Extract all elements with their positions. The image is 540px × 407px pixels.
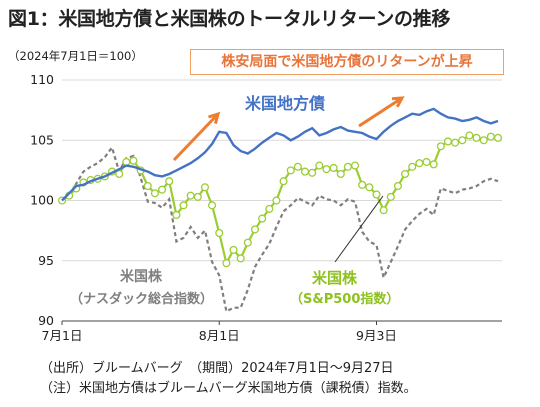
sp500-point [401,169,410,179]
sp500-point [336,169,345,179]
sp500-point [322,165,331,174]
sp500-point [458,136,467,145]
sp500-point [451,138,460,147]
series-municipal-line [61,107,499,202]
sp500-point [422,157,431,166]
series-layer [57,107,503,314]
sp500-point [272,196,281,205]
trend-arrow-1-shaft [172,112,220,162]
sp500-point [408,162,417,171]
trend-arrow-2-head [391,96,405,108]
annotation-sp500-sub: （S&P500指数） [290,291,399,307]
trend-arrow-2 [358,96,405,128]
grid-layer [62,79,502,262]
sp500-point [186,191,195,200]
sp500-point [365,183,374,192]
y-axis-unit-label: （2024年7月1日＝100） [8,49,143,63]
axis-layer: 90 95 100 105 110 7月1日 8月1日 9月3日 [30,72,502,343]
x-tick-label-1: 8月1日 [199,328,240,343]
sp500-point [172,210,181,220]
y-tick-label-95: 95 [38,253,54,268]
callout-box: 株安局面で米国地方債のリターンが上昇 [190,49,504,75]
sp500-point [215,228,224,238]
sp500-point [229,245,238,254]
sp500-point [208,201,217,210]
sp500-point [222,259,231,268]
sp500-point [308,168,317,177]
sp500-point [193,192,202,201]
x-tick-label-2: 9月3日 [356,328,397,343]
source-note: （出所）ブルームバーグ （期間）2024年7月1日～9月27日 [40,361,394,376]
sp500-point [243,238,252,247]
sp500-point [443,137,453,146]
sp500-point [465,131,474,140]
sp500-point [479,136,488,145]
sp500-point [150,189,159,198]
sp500-point [279,177,288,186]
sp500-point [129,156,138,165]
sp500-point [265,204,274,213]
sp500-point [358,180,367,189]
series-nasdaq-line [61,145,499,314]
sp500-point [179,201,188,210]
sp500-point [415,159,424,168]
annotation-pointer-line [334,195,384,263]
y-tick-label-110: 110 [30,72,54,87]
trend-arrow-2-shaft [358,96,403,128]
chart-title: 図1：米国地方債と米国株のトータルリターンの推移 [8,8,451,30]
sp500-point [286,166,295,175]
sp500-point [379,206,388,215]
sp500-point [386,192,395,201]
sp500-point [343,162,352,171]
y-tick-label-105: 105 [30,132,54,147]
sp500-point [329,163,338,173]
trend-arrow-1-head [208,111,221,125]
sp500-point [429,160,438,169]
sp500-point [350,161,360,170]
annotation-nasdaq-sub: （ナスダック総合指数） [70,291,213,307]
annotation-municipal: 米国地方債 [245,94,325,113]
sp500-point [250,225,260,234]
y-tick-label-90: 90 [38,313,54,328]
sp500-point [158,185,167,194]
footnote: （注）米国地方債はブルームバーグ米国地方債（課税債）指数。 [40,381,417,396]
trend-arrows [172,96,405,162]
sp500-point [293,162,302,171]
y-tick-label-100: 100 [30,193,54,208]
sp500-point [300,167,310,176]
sp500-point [393,181,402,191]
sp500-point [486,132,495,141]
sp500-point [236,254,245,263]
trend-arrow-1 [172,111,221,162]
annotation-nasdaq: 米国株 [120,268,163,285]
annotation-sp500: 米国株 [312,269,358,287]
sp500-point [122,157,131,166]
sp500-point [315,161,324,170]
sp500-point [200,183,210,192]
sp500-point [436,142,445,151]
sp500-point [372,190,381,199]
sp500-point [143,181,152,191]
x-tick-label-0: 7月1日 [42,328,83,343]
sp500-point [165,177,174,186]
sp500-point [472,133,481,142]
sp500-point [115,169,124,179]
sp500-point [493,133,503,142]
sp500-point [258,214,267,223]
